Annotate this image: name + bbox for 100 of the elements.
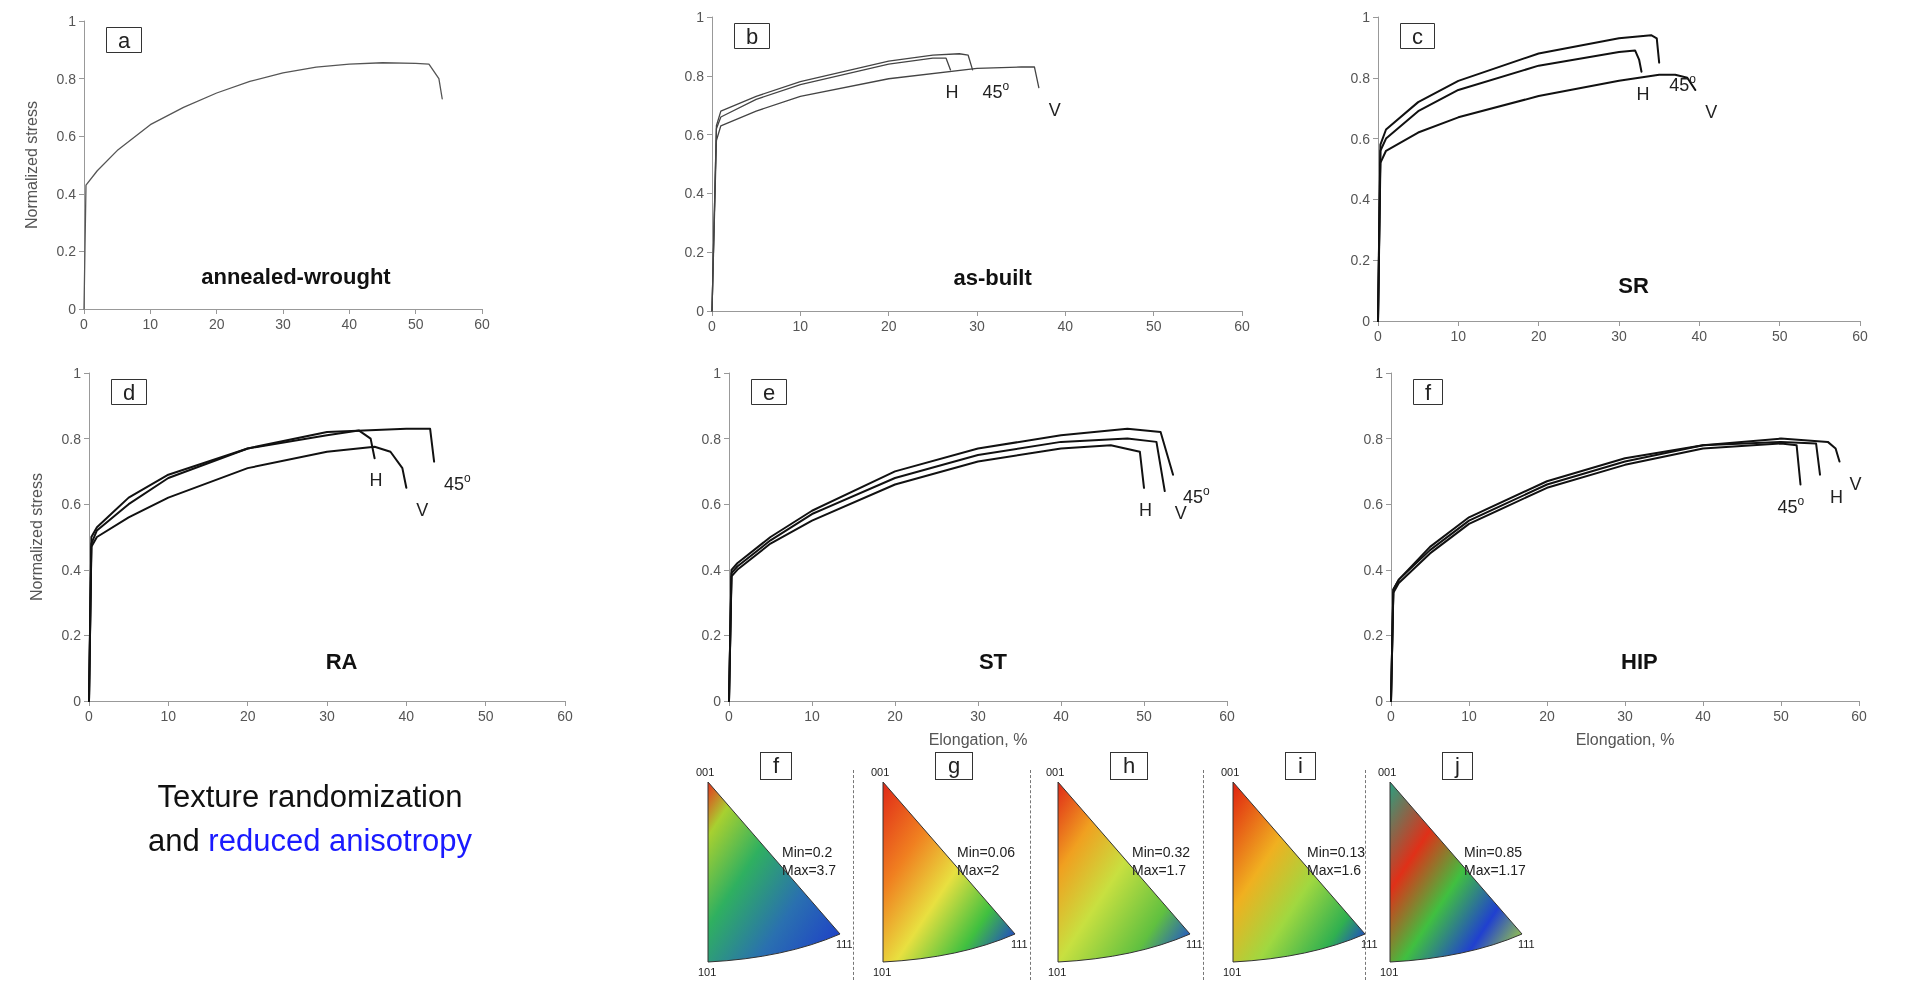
x-tick-label: 10 [1450,328,1467,344]
y-tick-label: 0.8 [61,430,82,447]
y-tick-label: 0.2 [1350,252,1371,269]
text: Min=0.85 [1464,844,1522,860]
y-tick-label: 0 [696,303,705,319]
y-tick-label: 0.8 [701,430,722,447]
x-tick-label: 20 [208,316,225,332]
y-tick-label: 0 [68,301,77,317]
x-axis-title: Elongation, % [928,730,1028,748]
y-tick-label: 0.4 [1363,561,1384,578]
series-label: H [369,470,383,491]
text: Min=0.06 [957,844,1015,860]
x-tick-label: 10 [142,316,159,332]
x-tick-label: 20 [1530,328,1547,344]
x-tick-label: 20 [887,708,903,724]
text: 101 [1380,966,1399,978]
y-tick-label: 1 [73,365,82,381]
text: 001 [1046,766,1065,778]
x-tick-label: 20 [239,708,256,724]
x-tick-label: 30 [969,318,985,334]
x-tick-label: 60 [1851,708,1867,724]
x-tick-label: 10 [160,708,177,724]
series-label: H [1139,499,1152,520]
y-tick-label: 0.4 [61,561,82,578]
y-tick-label: 0.2 [701,627,722,644]
y-tick-label: 1 [68,13,77,29]
chart-title: b [746,23,759,49]
x-tick-label: 60 [1852,328,1868,344]
text: and [147,823,200,858]
series-label: H [1636,83,1650,104]
annotation: RA [325,648,358,674]
x-axis-title: Elongation, % [1575,730,1675,748]
text: 111 [1186,938,1203,950]
text: 101 [1223,966,1242,978]
y-tick-label: 0.8 [684,67,705,84]
x-tick-label: 60 [474,316,490,332]
text: Max=1.7 [1132,862,1187,878]
x-tick-label: 0 [1387,708,1396,724]
series-label: H [945,81,959,102]
annotation: HIP [1621,648,1658,674]
y-tick-label: 0.8 [1363,430,1384,447]
y-tick-label: 0.4 [701,561,722,578]
x-tick-label: 0 [85,708,94,724]
annotation: as-built [953,264,1033,290]
chart-title: f [1425,379,1432,405]
x-tick-label: 30 [319,708,335,724]
y-tick-label: 0.6 [1363,496,1384,513]
x-tick-label: 40 [1691,328,1708,344]
text: 001 [871,766,890,778]
x-tick-label: 10 [792,318,809,334]
chart-title: e [763,379,776,405]
x-tick-label: 0 [725,708,734,724]
text: f [760,752,793,780]
y-axis-title: Normalized stress [22,100,40,230]
y-tick-label: 0 [73,693,82,709]
text: Min=0.2 [782,844,833,860]
text: h [1110,752,1149,780]
series-label: H [1830,486,1843,507]
chart-title: d [123,379,136,405]
chart-title: c [1412,23,1423,49]
text: 001 [696,766,715,778]
text: Texture randomization [156,778,464,816]
text: Min=0.32 [1132,844,1190,860]
text: 001 [1221,766,1240,778]
x-tick-label: 50 [1136,708,1152,724]
text: 101 [698,966,717,978]
text: 111 [836,938,853,950]
y-tick-label: 0.6 [684,126,705,143]
text: j [1442,752,1473,780]
text: 101 [873,966,892,978]
series-label: V [416,499,429,520]
text: Max=3.7 [782,862,837,878]
x-tick-label: 30 [1611,328,1627,344]
y-tick-label: 0.6 [701,496,722,513]
y-tick-label: 0.2 [56,243,77,260]
text: 111 [1011,938,1028,950]
text: 101 [1048,966,1067,978]
x-tick-label: 60 [557,708,573,724]
text: Max=2 [957,862,1000,878]
y-tick-label: 0 [713,693,722,709]
text: Max=1.17 [1464,862,1526,878]
x-tick-label: 10 [1461,708,1477,724]
x-tick-label: 30 [1617,708,1633,724]
y-tick-label: 0.2 [1363,627,1384,644]
x-tick-label: 50 [477,708,494,724]
x-tick-label: 40 [1053,708,1069,724]
y-tick-label: 0.4 [56,185,77,202]
x-tick-label: 60 [1219,708,1235,724]
series-label: V [1849,473,1862,494]
x-tick-label: 50 [1773,708,1789,724]
x-tick-label: 20 [1539,708,1555,724]
x-tick-label: 50 [1771,328,1788,344]
x-tick-label: 50 [407,316,424,332]
y-tick-label: 1 [713,365,722,381]
y-tick-label: 0.2 [61,627,82,644]
y-tick-label: 0.4 [1350,191,1371,208]
text: g [935,752,974,780]
text: Min=0.13 [1307,844,1365,860]
annotation: ST [978,648,1008,674]
x-tick-label: 10 [804,708,820,724]
